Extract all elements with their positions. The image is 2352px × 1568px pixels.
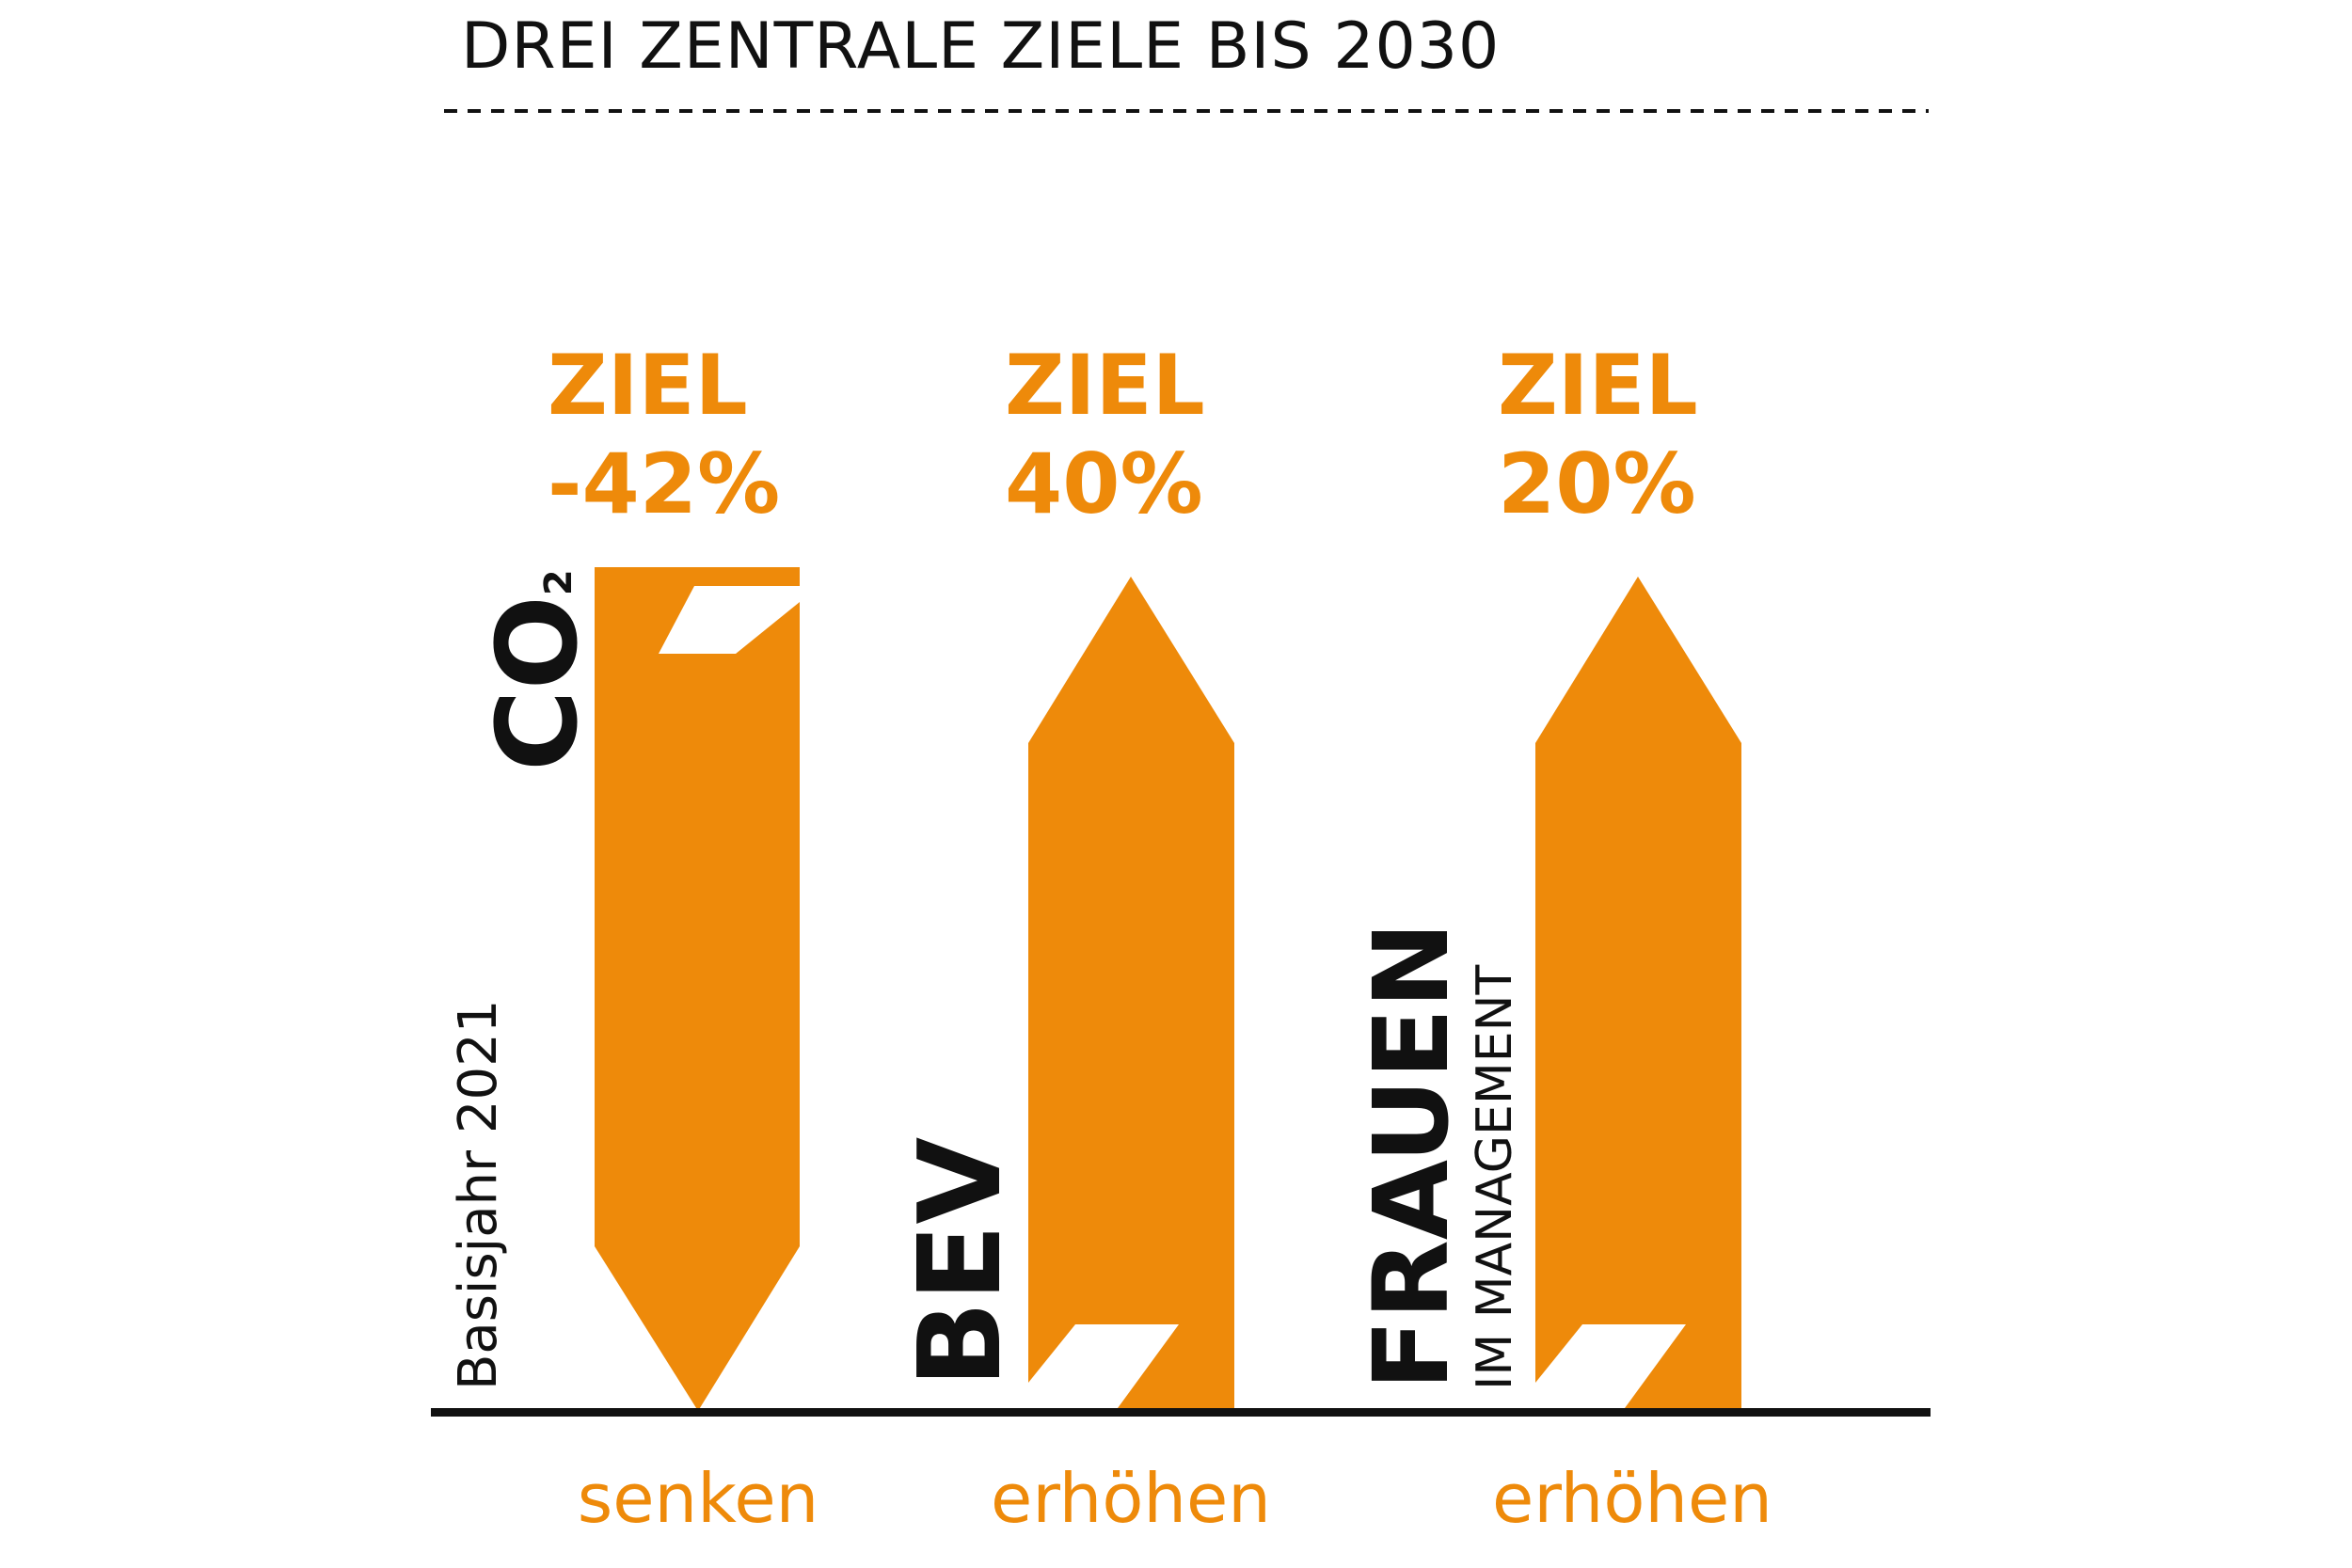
goal-frauen-arrow-notch [1535,1324,1686,1408]
goal-co2-name-subscript: 2 [537,569,580,595]
goal-bev-arrow-notch [1028,1324,1179,1408]
goal-frauen-action: erhöhen [1492,1459,1772,1538]
goal-co2-target-label: ZIEL [548,337,748,434]
svg-text:CO2: CO2 [472,569,602,771]
goal-bev-action: erhöhen [991,1459,1271,1538]
goal-frauen-subtitle: IM MANAGEMENT [1467,965,1523,1390]
goal-bev-target-label: ZIEL [1005,337,1205,434]
goal-bev-up-arrow [1028,577,1234,1408]
goal-co2-action: senken [578,1459,819,1538]
goal-bev-target-value: 40% [1005,436,1203,532]
goal-bev-name: BEV [896,1137,1026,1387]
goal-co2-down-arrow [595,567,800,1411]
goal-co2-name: CO2 [472,569,602,771]
page-title: DREI ZENTRALE ZIELE BIS 2030 [461,9,1500,84]
goal-frauen-name: FRAUEN [1351,922,1471,1390]
baseline [431,1408,1931,1417]
goal-co2-arrow-notch [659,586,800,654]
goal-frauen-up-arrow [1535,577,1741,1408]
base-year-label: Basisjahr 2021 [448,1000,509,1390]
goal-co2-target-value: -42% [548,436,780,532]
goal-frauen-target-label: ZIEL [1498,337,1698,434]
goal-frauen-target-value: 20% [1498,436,1696,532]
goal-co2-name-main: CO [472,595,602,771]
